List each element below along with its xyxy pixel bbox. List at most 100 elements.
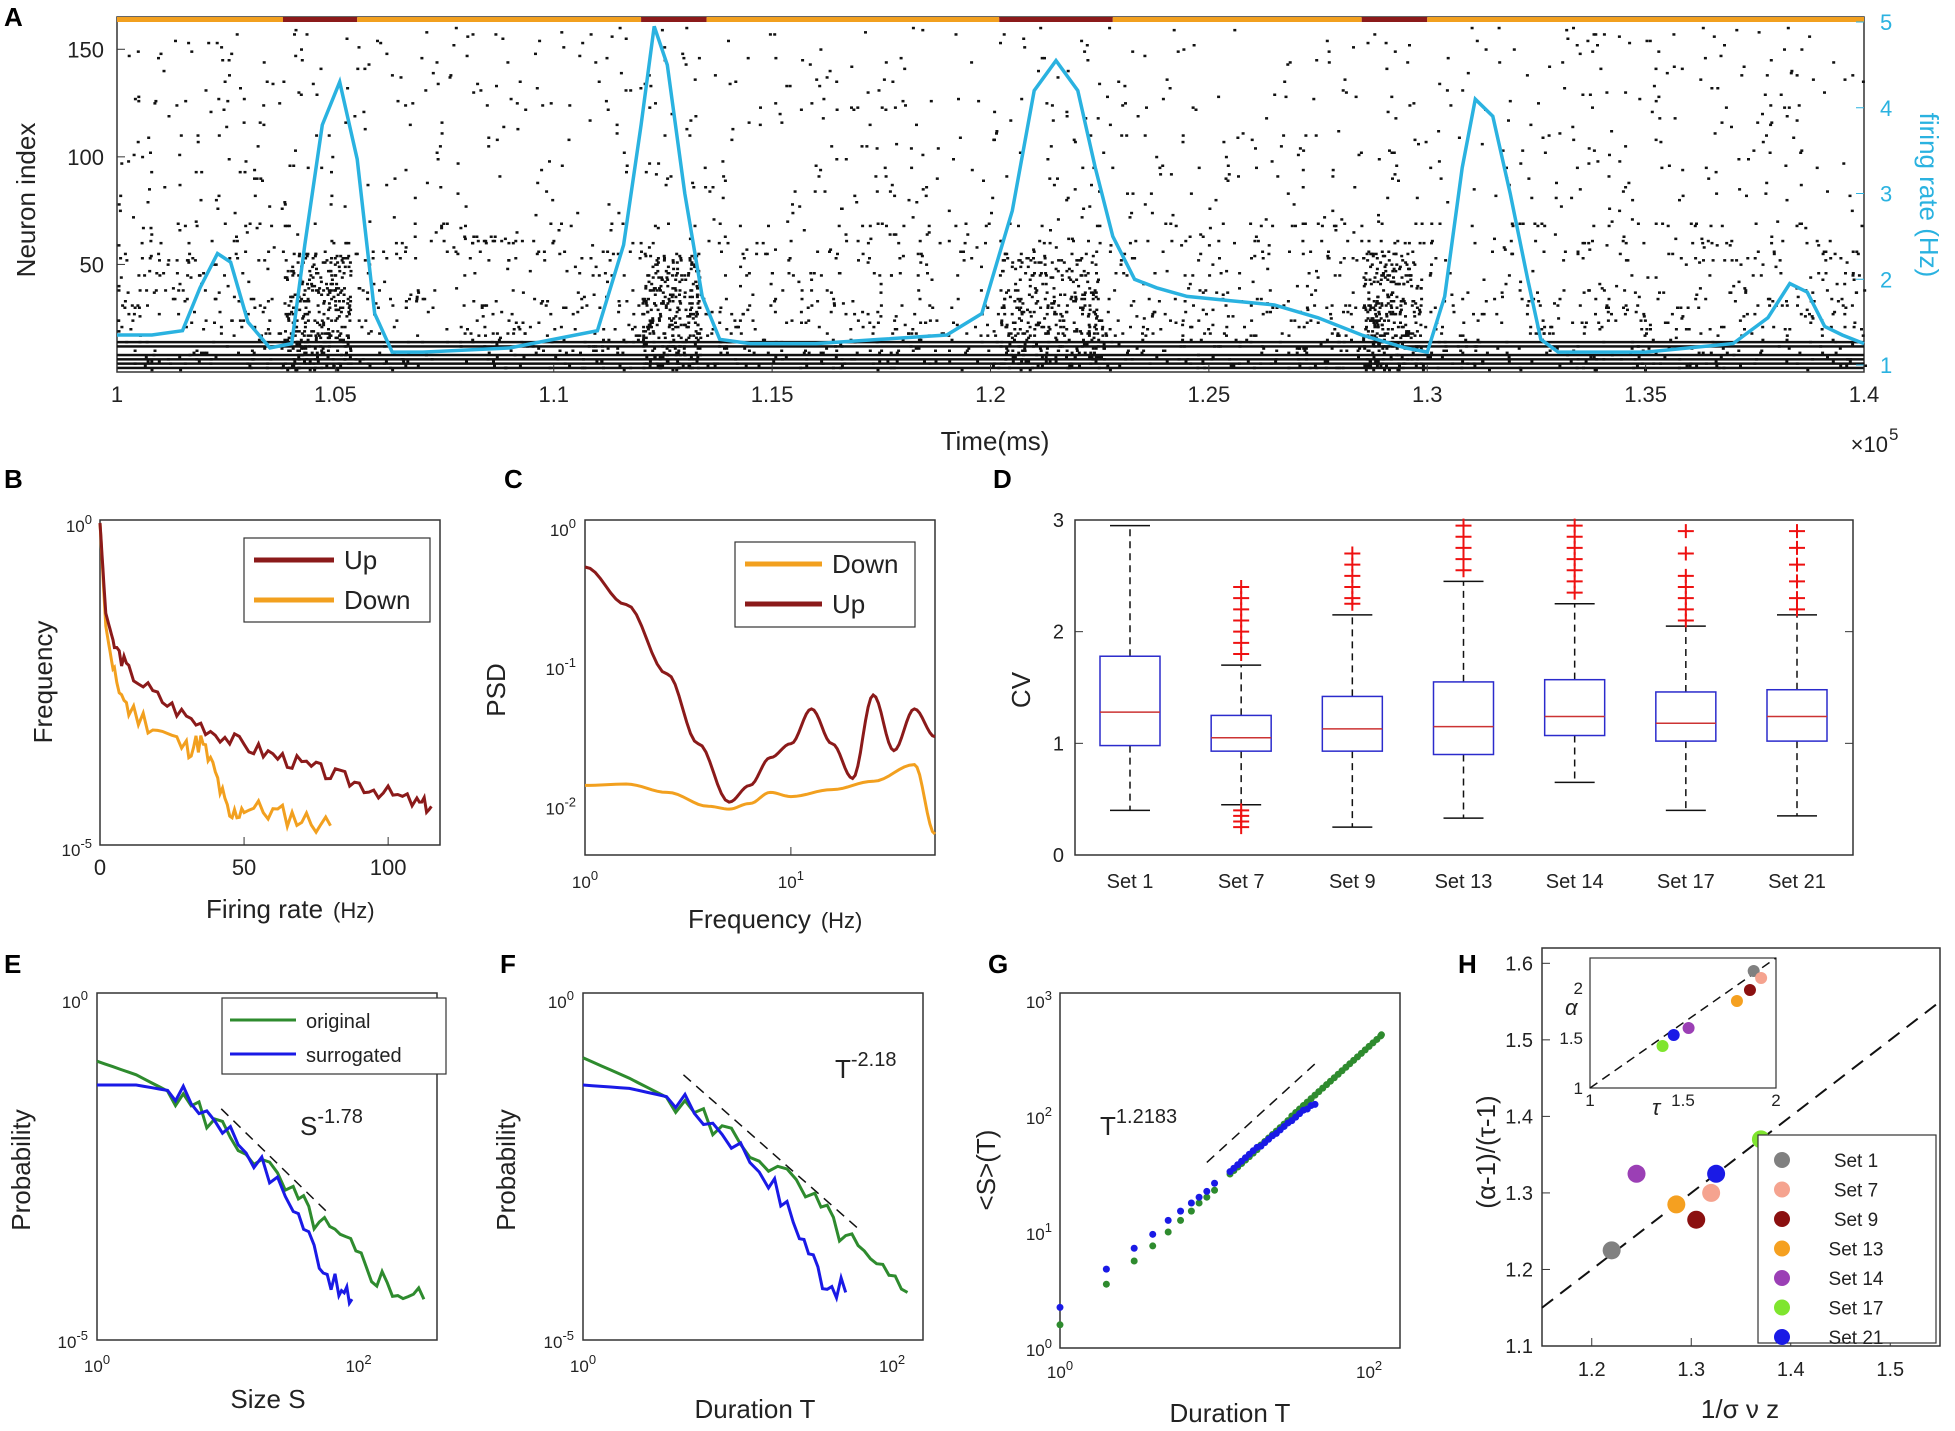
spike: [187, 261, 191, 264]
spike: [329, 334, 333, 337]
spike: [1126, 351, 1129, 355]
spike: [656, 261, 660, 264]
spike: [497, 338, 501, 342]
spike: [928, 319, 932, 322]
spike: [1592, 149, 1596, 152]
spike: [1020, 360, 1024, 363]
panel-g-points: [1056, 1031, 1385, 1329]
spike: [999, 41, 1002, 45]
spike: [897, 349, 901, 352]
spike: [688, 364, 692, 367]
spike: [647, 280, 651, 284]
spike: [171, 297, 175, 301]
spike: [1369, 319, 1372, 322]
spike: [294, 28, 298, 32]
spike: [713, 74, 717, 77]
spike: [831, 338, 835, 342]
spike: [1448, 272, 1452, 275]
spike: [1707, 177, 1711, 180]
spike: [1091, 297, 1095, 301]
spike: [746, 56, 750, 60]
spike: [1411, 250, 1415, 253]
spike: [1094, 347, 1098, 350]
spike: [1362, 338, 1366, 342]
spike: [1164, 222, 1168, 225]
spike: [187, 41, 191, 45]
spike: [491, 312, 495, 316]
spike: [117, 244, 121, 247]
spike: [1379, 261, 1383, 264]
spike: [1624, 259, 1628, 262]
spike: [677, 334, 681, 337]
spike: [755, 252, 759, 256]
spike: [603, 272, 607, 275]
spike: [1394, 252, 1398, 256]
spike: [326, 355, 330, 359]
spike: [1671, 252, 1675, 256]
spike: [849, 328, 853, 331]
spike: [668, 349, 672, 352]
spike: [837, 272, 841, 275]
spike: [421, 297, 425, 301]
panel-a-y2label: firing rate (Hz): [1914, 113, 1944, 278]
spike: [1494, 194, 1498, 198]
spike: [311, 265, 315, 269]
spike: [304, 300, 308, 303]
spike: [1333, 328, 1337, 331]
spike: [1365, 364, 1369, 367]
spike: [1337, 334, 1341, 337]
spike: [678, 293, 681, 296]
spike: [301, 280, 305, 284]
spike: [1829, 257, 1833, 260]
spike: [558, 252, 562, 256]
spike: [157, 312, 161, 316]
spike: [694, 115, 698, 118]
spike: [1674, 328, 1678, 331]
spike: [1089, 291, 1093, 294]
spike: [1226, 179, 1230, 182]
spike: [313, 319, 317, 322]
spike: [892, 233, 896, 236]
spike: [1011, 360, 1015, 363]
spike: [1261, 250, 1265, 253]
spike: [331, 155, 335, 159]
spike: [1825, 289, 1829, 292]
d-ytick-label-1: 1: [1053, 733, 1064, 755]
spike: [1376, 360, 1380, 363]
spike: [663, 280, 667, 284]
spike: [515, 102, 519, 105]
inset-point-2: [1743, 984, 1756, 996]
spike: [903, 323, 907, 327]
spike: [1082, 343, 1086, 346]
spike: [185, 297, 189, 301]
spike: [1181, 334, 1185, 337]
spike: [239, 87, 242, 90]
panel-b-up-line: [98, 522, 433, 816]
spike: [656, 226, 660, 230]
spike: [404, 168, 408, 172]
spike: [1306, 308, 1310, 312]
spike: [1440, 332, 1444, 335]
inset-ytick-1: 1.5: [1559, 1029, 1583, 1048]
box-0: [1099, 655, 1161, 747]
spike: [1764, 192, 1768, 195]
spike: [676, 360, 680, 363]
spike: [1484, 48, 1488, 51]
spike: [1055, 338, 1059, 342]
spike: [1520, 297, 1524, 301]
spike: [1470, 224, 1474, 228]
spike: [1461, 334, 1465, 337]
panel-b-legend: Up Down: [243, 537, 431, 623]
inset-xtick-1: 1.5: [1671, 1091, 1695, 1110]
spike: [344, 241, 348, 245]
spike: [119, 276, 123, 279]
spike: [354, 252, 358, 256]
spike: [1159, 328, 1163, 331]
spike: [235, 239, 239, 243]
spike: [337, 315, 341, 318]
spike: [1048, 241, 1052, 245]
spike: [1399, 308, 1403, 312]
spike: [1744, 289, 1748, 292]
spike: [348, 295, 352, 299]
